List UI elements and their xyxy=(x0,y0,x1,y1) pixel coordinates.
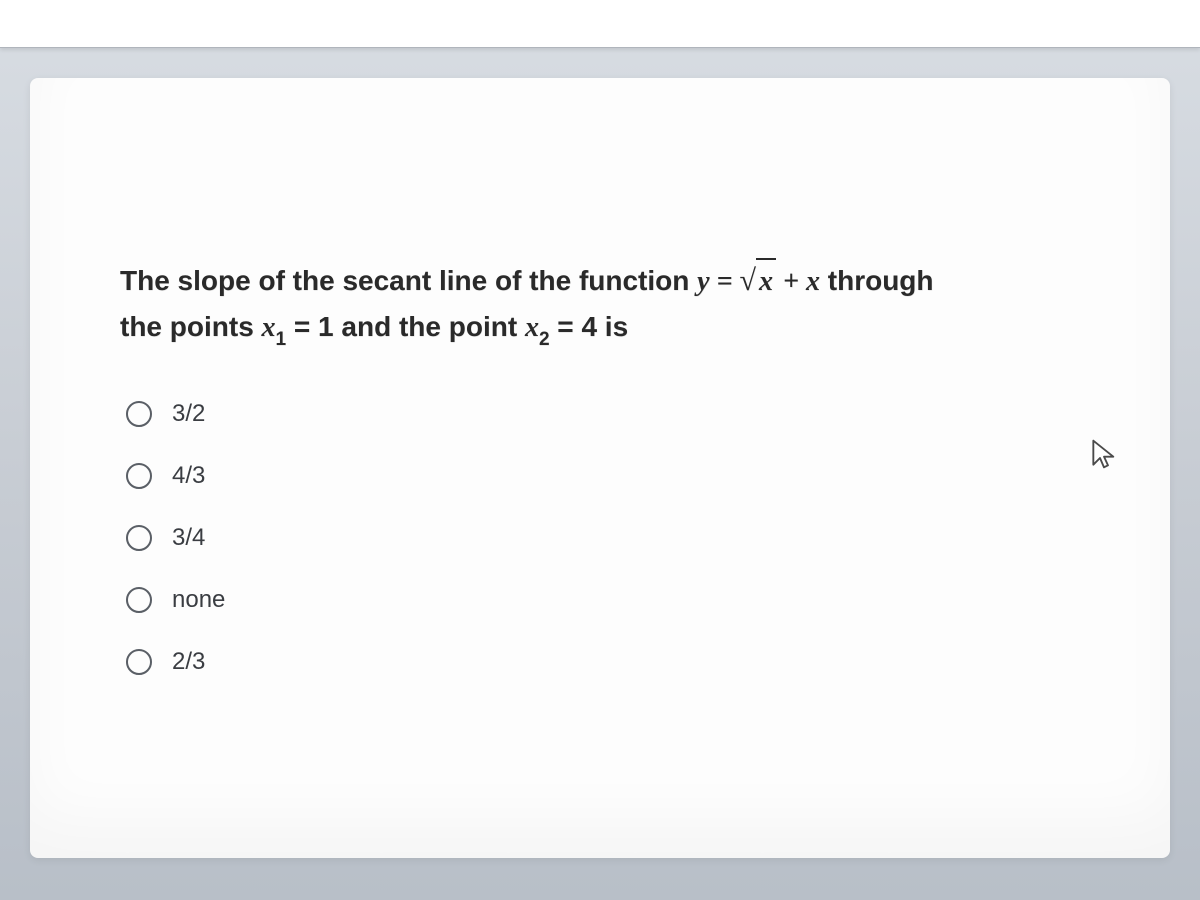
radio-circle-icon[interactable] xyxy=(126,401,152,427)
question-prefix: The slope of the secant line of the func… xyxy=(120,265,697,296)
options-group: 3/2 4/3 3/4 none 2/3 xyxy=(126,400,1080,676)
formula-plus-x: + x xyxy=(776,266,820,297)
option-label-2: 4/3 xyxy=(172,462,205,490)
radio-circle-icon[interactable] xyxy=(126,463,152,489)
pointer-cursor-icon xyxy=(1088,438,1120,470)
x1-equals: = 1 and the point xyxy=(286,311,525,342)
top-toolbar xyxy=(0,0,1200,48)
option-row-5[interactable]: 2/3 xyxy=(126,648,1080,676)
x1-var: x xyxy=(262,312,276,343)
radio-circle-icon[interactable] xyxy=(126,587,152,613)
line2-prefix: the points xyxy=(120,311,262,342)
x2-subscript: 2 xyxy=(539,329,550,350)
x2-equals: = 4 is xyxy=(550,311,629,342)
question-prompt: The slope of the secant line of the func… xyxy=(120,258,1080,352)
option-row-1[interactable]: 3/2 xyxy=(126,400,1080,428)
option-row-2[interactable]: 4/3 xyxy=(126,462,1080,490)
sqrt-sign: √ xyxy=(740,264,756,297)
formula-y-equals: y = xyxy=(697,266,739,297)
option-label-3: 3/4 xyxy=(172,524,205,552)
radio-circle-icon[interactable] xyxy=(126,649,152,675)
option-label-1: 3/2 xyxy=(172,400,205,428)
radio-circle-icon[interactable] xyxy=(126,525,152,551)
sqrt-expression: √x xyxy=(740,258,776,305)
option-label-4: none xyxy=(172,586,225,614)
x2-var: x xyxy=(525,312,539,343)
option-label-5: 2/3 xyxy=(172,648,205,676)
option-row-4[interactable]: none xyxy=(126,586,1080,614)
x1-subscript: 1 xyxy=(276,329,287,350)
through-text: through xyxy=(820,265,934,296)
question-card: The slope of the secant line of the func… xyxy=(30,78,1170,858)
sqrt-radicand: x xyxy=(756,258,776,303)
option-row-3[interactable]: 3/4 xyxy=(126,524,1080,552)
